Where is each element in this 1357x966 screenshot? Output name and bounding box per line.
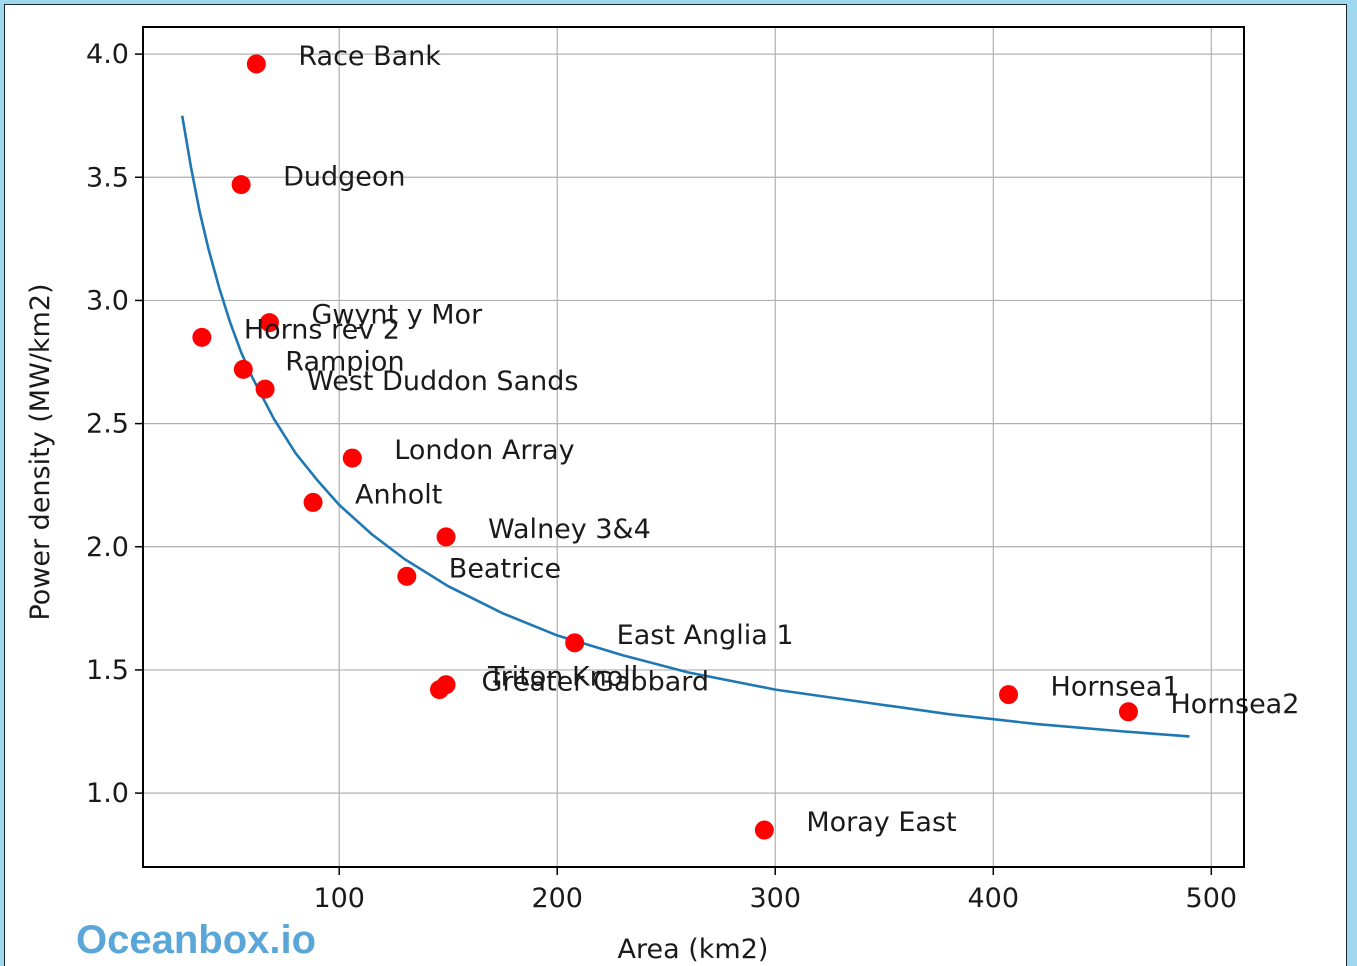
data-point: [246, 54, 266, 74]
y-tick-label: 4.0: [86, 39, 129, 70]
axis-ticks: 100 200 300 400 500 1.0 1.5 2.0 2.5 3.0 3.5 4.0: [86, 39, 1237, 914]
point-label: Horns rev 2: [244, 314, 400, 345]
plot-border: [142, 26, 1245, 868]
y-tick-label: 2.5: [86, 409, 129, 440]
x-tick-label: 400: [968, 883, 1020, 914]
x-axis-label: Area (km2): [618, 934, 769, 965]
y-tick-label: 3.5: [86, 162, 129, 193]
data-point: [999, 685, 1019, 705]
data-point: [754, 820, 774, 840]
plot-area: [143, 27, 1244, 867]
point-label: Rampion: [285, 346, 404, 377]
data-point: [255, 379, 275, 399]
point-label: Gwynt y Mor: [311, 300, 483, 331]
point-label: Moray East: [806, 807, 956, 838]
y-tick-label: 3.0: [86, 285, 129, 316]
data-point: [192, 327, 212, 347]
x-tick-label: 300: [749, 883, 801, 914]
point-label: Race Bank: [298, 41, 441, 72]
data-point: [303, 492, 323, 512]
data-point: [397, 566, 417, 586]
y-tick-label: 2.0: [86, 532, 129, 563]
point-label: Walney 3&4: [488, 514, 651, 545]
fit-curve-group: [180, 115, 1190, 738]
point-label: Greater Gabbard: [482, 667, 710, 698]
point-label: Triton Knoll: [487, 662, 638, 693]
oceanbox-watermark: Oceanbox.io: [76, 918, 317, 962]
grid-lines: [143, 27, 1244, 867]
y-tick-label: 1.5: [86, 655, 129, 686]
data-point: [1118, 702, 1138, 722]
y-axis-label: Power density (MW/km2): [25, 283, 56, 620]
data-point: [231, 175, 251, 195]
point-label: Dudgeon: [283, 162, 405, 193]
point-label: West Duddon Sands: [307, 366, 578, 397]
y-tick-label: 1.0: [86, 778, 129, 809]
point-label: Beatrice: [449, 553, 561, 584]
point-label: London Array: [394, 435, 574, 466]
data-point: [342, 448, 362, 468]
x-tick-label: 500: [1186, 883, 1238, 914]
point-label: Hornsea1: [1051, 672, 1180, 703]
data-point: [233, 359, 253, 379]
x-tick-label: 100: [313, 883, 365, 914]
data-point: [565, 633, 585, 653]
data-point: [436, 527, 456, 547]
point-label: Anholt: [355, 479, 442, 510]
data-point: [259, 313, 279, 333]
data-points: [192, 54, 1138, 840]
x-tick-label: 200: [531, 883, 583, 914]
data-point: [430, 680, 450, 700]
point-label: East Anglia 1: [617, 620, 794, 651]
fit-curve: [180, 115, 1190, 738]
point-label: Hornsea2: [1170, 689, 1299, 720]
